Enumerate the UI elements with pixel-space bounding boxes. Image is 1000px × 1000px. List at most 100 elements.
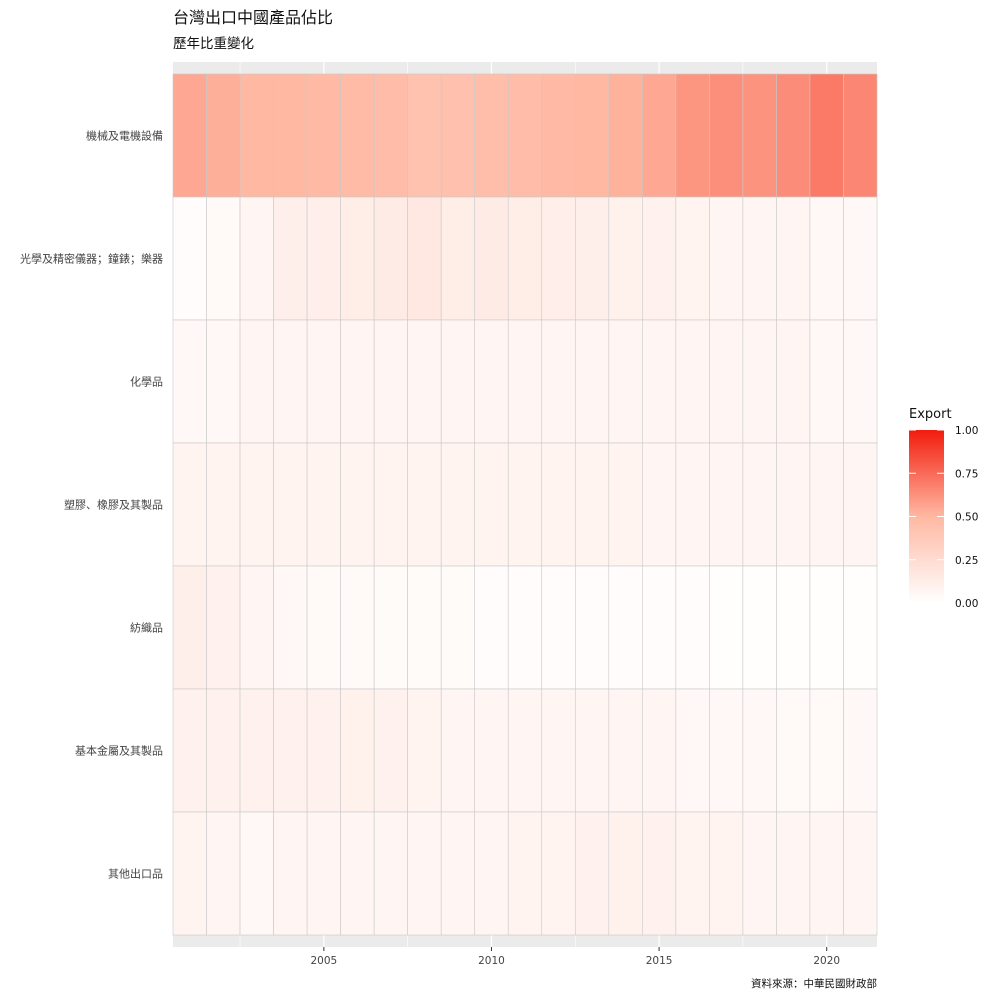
heatmap-tile bbox=[709, 442, 744, 567]
heatmap-tile bbox=[172, 319, 207, 444]
heatmap-tile bbox=[574, 565, 610, 690]
chart-subtitle: 歷年比重變化 bbox=[173, 36, 254, 52]
heatmap-tile bbox=[809, 688, 844, 813]
heatmap-tile bbox=[306, 73, 341, 198]
heatmap-tile bbox=[809, 442, 844, 567]
heatmap-tile bbox=[373, 442, 408, 567]
legend-tick-label: 0.25 bbox=[955, 555, 978, 567]
heatmap-tile bbox=[407, 811, 442, 936]
heatmap-tile bbox=[340, 811, 375, 936]
heatmap-tile bbox=[239, 196, 274, 321]
heatmap-tile bbox=[172, 688, 207, 813]
heatmap-tile bbox=[440, 811, 476, 936]
heatmap-tile bbox=[608, 688, 643, 813]
heatmap-tile bbox=[340, 565, 375, 690]
heatmap-tile bbox=[541, 319, 576, 444]
y-axis-label: 基本金屬及其製品 bbox=[75, 744, 163, 758]
heatmap-tile bbox=[541, 811, 576, 936]
heatmap-tile bbox=[574, 811, 610, 936]
heatmap-tile bbox=[675, 811, 710, 936]
heatmap-tile bbox=[742, 196, 777, 321]
heatmap-tile bbox=[306, 196, 341, 321]
heatmap-tile bbox=[843, 811, 878, 936]
heatmap-tile bbox=[474, 811, 509, 936]
heatmap-tile bbox=[306, 811, 341, 936]
heatmap-tile bbox=[843, 319, 878, 444]
legend-tick-label: 1.00 bbox=[955, 425, 978, 437]
x-tick-label: 2005 bbox=[310, 955, 337, 967]
heatmap-tile bbox=[608, 73, 643, 198]
heatmap-tile bbox=[709, 811, 744, 936]
y-axis-labels: 機械及電機設備光學及精密儀器；鐘錶；樂器化學品塑膠、橡膠及其製品紡織品基本金屬及… bbox=[20, 129, 163, 881]
heatmap-tile bbox=[742, 442, 777, 567]
heatmap-tile bbox=[373, 811, 408, 936]
heatmap-tile bbox=[474, 73, 509, 198]
heatmap-tile bbox=[742, 319, 777, 444]
y-axis-label: 紡織品 bbox=[130, 621, 163, 635]
heatmap-tile bbox=[776, 73, 811, 198]
heatmap-tile bbox=[776, 196, 811, 321]
heatmap-tile bbox=[642, 688, 677, 813]
heatmap-tile bbox=[809, 196, 844, 321]
heatmap-tile bbox=[742, 73, 777, 198]
heatmap-tile bbox=[675, 196, 710, 321]
heatmap-tile bbox=[206, 811, 241, 936]
heatmap-tile bbox=[440, 73, 476, 198]
heatmap-tile bbox=[507, 811, 543, 936]
legend-tick-label: 0.75 bbox=[955, 468, 978, 480]
heatmap-tile bbox=[675, 319, 710, 444]
heatmap-tile bbox=[407, 442, 442, 567]
heatmap-tile bbox=[273, 319, 308, 444]
heatmap-tile bbox=[273, 811, 308, 936]
heatmap-tile bbox=[306, 319, 341, 444]
heatmap-tile bbox=[809, 565, 844, 690]
heatmap-tile bbox=[574, 73, 610, 198]
heatmap-tile bbox=[843, 565, 878, 690]
heatmap-tile bbox=[709, 196, 744, 321]
chart-title: 台灣出口中國產品佔比 bbox=[173, 8, 333, 27]
heatmap-tile bbox=[273, 688, 308, 813]
heatmap-tile bbox=[675, 442, 710, 567]
heatmap-tile bbox=[574, 688, 610, 813]
x-axis-ticks: 2005 2010 2015 2020 bbox=[310, 947, 840, 967]
heatmap-tile bbox=[239, 442, 274, 567]
heatmap-tile bbox=[776, 319, 811, 444]
heatmap-tile bbox=[776, 565, 811, 690]
heatmap-tile bbox=[507, 73, 543, 198]
x-tick-label: 2020 bbox=[813, 955, 840, 967]
y-axis-label: 化學品 bbox=[130, 375, 163, 389]
heatmap-tile bbox=[474, 319, 509, 444]
x-tick-label: 2010 bbox=[478, 955, 505, 967]
heatmap-tile bbox=[306, 565, 341, 690]
heatmap-tile bbox=[407, 73, 442, 198]
heatmap-tile bbox=[206, 196, 241, 321]
color-legend: Export 1.00 0.75 0.50 0.25 0.00 bbox=[909, 407, 978, 610]
heatmap-tile bbox=[709, 565, 744, 690]
heatmap-tile bbox=[809, 319, 844, 444]
heatmap-tile bbox=[843, 196, 878, 321]
heatmap-tile bbox=[709, 319, 744, 444]
heatmap-tile bbox=[507, 688, 543, 813]
x-tick-label: 2015 bbox=[646, 955, 673, 967]
heatmap-tile bbox=[373, 565, 408, 690]
heatmap-tile bbox=[742, 565, 777, 690]
heatmap-tile bbox=[373, 73, 408, 198]
heatmap-tile bbox=[843, 73, 878, 198]
heatmap-tile bbox=[608, 319, 643, 444]
heatmap-tile bbox=[474, 196, 509, 321]
heatmap-tile bbox=[541, 196, 576, 321]
y-axis-label: 光學及精密儀器；鐘錶；樂器 bbox=[20, 252, 163, 266]
heatmap-tile bbox=[206, 688, 241, 813]
heatmap-tile bbox=[273, 565, 308, 690]
heatmap-tile bbox=[474, 688, 509, 813]
heatmap-tile bbox=[172, 73, 207, 198]
heatmap-tile bbox=[574, 319, 610, 444]
heatmap-tile bbox=[541, 565, 576, 690]
heatmap-tile bbox=[574, 196, 610, 321]
heatmap-tile bbox=[172, 196, 207, 321]
heatmap-tile bbox=[440, 442, 476, 567]
legend-title: Export bbox=[909, 407, 952, 422]
heatmap-tile bbox=[340, 442, 375, 567]
heatmap-tile bbox=[642, 196, 677, 321]
